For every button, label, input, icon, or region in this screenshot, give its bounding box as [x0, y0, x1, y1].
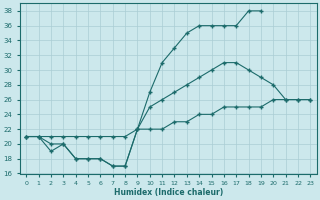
X-axis label: Humidex (Indice chaleur): Humidex (Indice chaleur)	[114, 188, 223, 197]
